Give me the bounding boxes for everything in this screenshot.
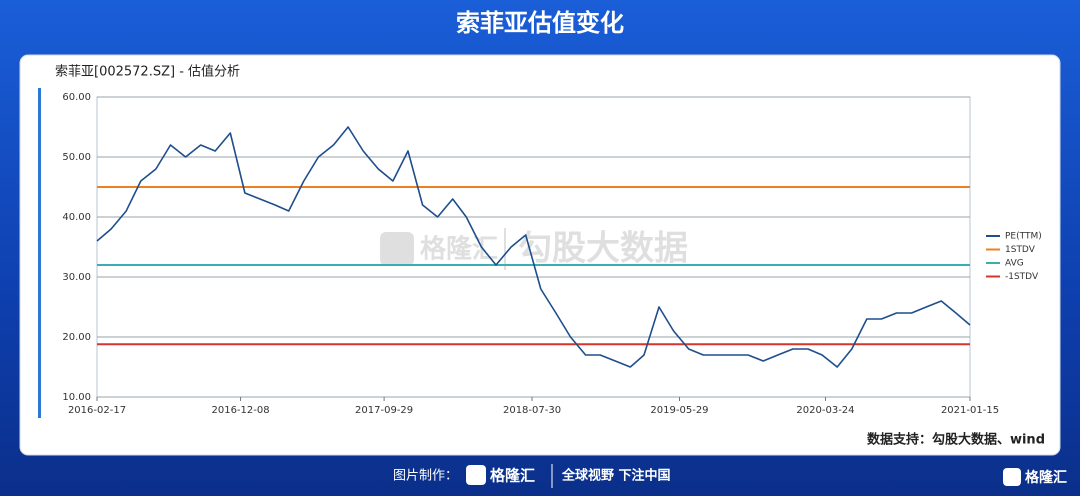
x-tick-label: 2016-12-08 — [211, 405, 269, 416]
watermark-brand: 格隆汇 — [420, 234, 498, 265]
x-tick-label: 2018-07-30 — [503, 405, 561, 416]
footer-slogan: 全球视野 下注中国 — [561, 468, 671, 484]
legend-label: PE(TTM) — [1005, 232, 1042, 242]
y-tick-label: 50.00 — [62, 152, 91, 163]
watermark-logo — [380, 232, 414, 266]
x-tick-label: 2019-05-29 — [650, 405, 708, 416]
footer-brand: 格隆汇 — [490, 467, 535, 485]
watermark: 格隆汇 勾股大数据 — [380, 228, 688, 270]
x-tick-label: 2017-09-29 — [355, 405, 413, 416]
y-tick-label: 30.00 — [62, 272, 91, 283]
plot-area — [96, 96, 971, 398]
corner-logo — [1003, 468, 1021, 486]
watermark-text: 勾股大数据 — [518, 229, 688, 269]
source: 数据支持：勾股大数据、wind — [867, 432, 1045, 448]
footer-logo — [466, 465, 486, 485]
y-tick-label: 60.00 — [62, 92, 91, 103]
corner-brand: 格隆汇 — [1025, 469, 1067, 486]
chart-title: 索菲亚[002572.SZ] - 估值分析 — [55, 64, 240, 80]
x-tick-label: 2020-03-24 — [796, 405, 854, 416]
legend-label: AVG — [1005, 259, 1024, 269]
header-title: 索菲亚估值变化 — [456, 9, 624, 37]
y-tick-label: 20.00 — [62, 332, 91, 343]
footer-label: 图片制作： — [393, 469, 458, 484]
legend-label: -1STDV — [1005, 272, 1039, 282]
y-tick-label: 10.00 — [62, 392, 91, 403]
x-tick-label: 2021-01-15 — [941, 405, 999, 416]
side-bar — [38, 88, 41, 418]
legend-label: 1STDV — [1005, 245, 1036, 255]
pe-line — [96, 126, 971, 368]
x-tick-label: 2016-02-17 — [68, 405, 126, 416]
y-tick-label: 40.00 — [62, 212, 91, 223]
